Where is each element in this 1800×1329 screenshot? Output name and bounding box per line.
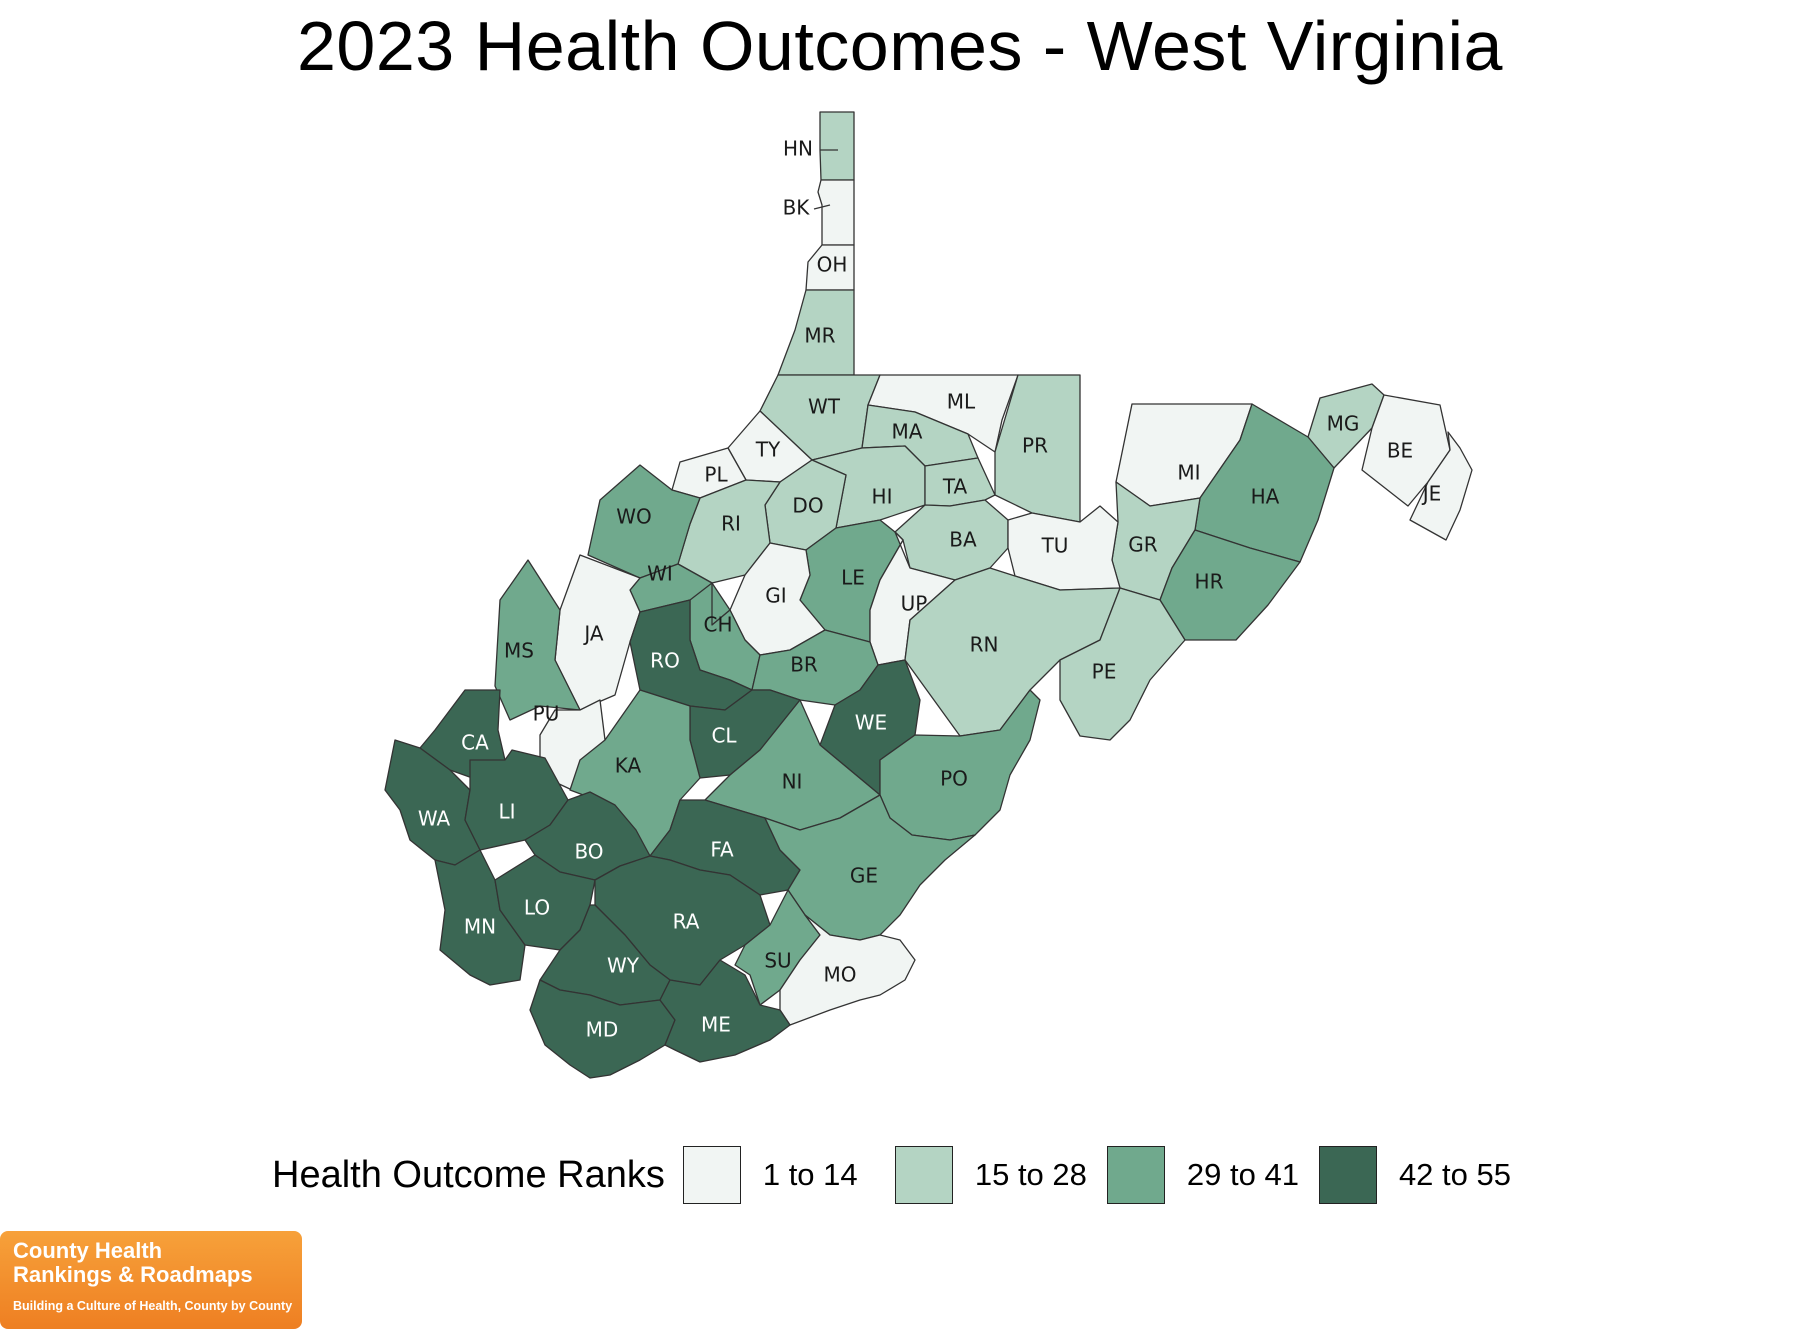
county-label-ME: ME (701, 1013, 731, 1037)
county-label-BR: BR (790, 653, 818, 677)
county-map: HN BK OH MR WT ML PR MA TY PL HI TA DO R… (384, 111, 1473, 1079)
county-label-RN: RN (970, 633, 999, 657)
county-MO[interactable] (779, 914, 916, 1026)
county-label-PL: PL (704, 463, 728, 487)
county-label-TU: TU (1041, 534, 1069, 558)
county-label-MA: MA (892, 420, 923, 444)
county-label-WO: WO (616, 505, 652, 529)
county-label-PR: PR (1022, 434, 1048, 458)
legend-label: 29 to 41 (1186, 1157, 1299, 1192)
county-label-LE: LE (841, 566, 865, 590)
legend-item-29-to-41: 29 to 41 (1106, 1146, 1299, 1204)
county-label-UP: UP (901, 592, 928, 616)
logo-text-line2: Rankings & Roadmaps (13, 1262, 253, 1287)
county-label-NI: NI (782, 770, 803, 794)
county-HR[interactable] (1159, 529, 1301, 641)
legend-label: 42 to 55 (1398, 1157, 1511, 1192)
county-label-WA: WA (418, 807, 451, 831)
county-label-WY: WY (607, 954, 640, 978)
county-BK[interactable] (817, 179, 855, 246)
county-MD[interactable] (529, 979, 676, 1079)
legend-item-42-to-55: 42 to 55 (1318, 1146, 1511, 1204)
county-ME[interactable] (659, 959, 791, 1063)
map-legend: Health Outcome Ranks 1 to 14 15 to 28 29… (272, 1143, 1531, 1207)
county-label-RI: RI (721, 512, 741, 536)
legend-title: Health Outcome Ranks (272, 1153, 665, 1196)
county-label-BO: BO (574, 840, 603, 864)
map-title: 2023 Health Outcomes - West Virginia (297, 7, 1503, 85)
county-label-RA: RA (673, 910, 700, 934)
county-label-FA: FA (710, 838, 734, 862)
county-HN[interactable] (819, 111, 855, 181)
county-label-LO: LO (524, 896, 550, 920)
county-label-WI: WI (647, 562, 673, 586)
county-label-SU: SU (764, 949, 791, 973)
county-BE[interactable] (1361, 394, 1451, 507)
county-label-PU: PU (533, 702, 560, 726)
county-label-TY: TY (755, 438, 781, 462)
legend-swatch (1106, 1146, 1165, 1204)
county-CL[interactable] (689, 689, 801, 779)
legend-item-15-to-28: 15 to 28 (894, 1146, 1087, 1204)
county-label-MS: MS (504, 639, 534, 663)
county-label-GR: GR (1128, 533, 1157, 557)
county-label-MN: MN (464, 915, 496, 939)
legend-label: 1 to 14 (762, 1157, 858, 1192)
county-label-MO: MO (824, 963, 857, 987)
legend-swatch (682, 1146, 741, 1204)
legend-swatch (1318, 1146, 1377, 1204)
county-label-HN: HN (783, 137, 813, 161)
county-label-MI: MI (1177, 461, 1200, 485)
county-label-PO: PO (940, 767, 968, 791)
county-label-OH: OH (817, 253, 848, 277)
county-label-DO: DO (792, 494, 823, 518)
legend-item-1-to-14: 1 to 14 (682, 1146, 875, 1204)
county-label-JE: JE (1421, 482, 1442, 506)
county-label-MD: MD (586, 1018, 619, 1042)
county-TU[interactable] (1007, 505, 1121, 591)
county-PE[interactable] (1059, 587, 1186, 741)
county-label-PE: PE (1092, 660, 1117, 684)
county-label-WT: WT (808, 395, 841, 419)
county-label-TA: TA (942, 475, 968, 499)
county-label-CL: CL (711, 724, 737, 748)
county-label-RO: RO (650, 649, 680, 673)
county-JE[interactable] (1409, 431, 1473, 541)
county-label-GE: GE (850, 864, 878, 888)
county-label-ML: ML (947, 390, 976, 414)
logo-text-line1: County Health (13, 1238, 163, 1263)
county-label-HA: HA (1251, 485, 1280, 509)
county-label-MR: MR (804, 324, 835, 348)
county-label-CH: CH (703, 613, 732, 637)
county-label-BE: BE (1387, 439, 1413, 463)
legend-label: 15 to 28 (974, 1157, 1087, 1192)
county-label-CA: CA (461, 731, 489, 755)
county-label-MG: MG (1327, 412, 1360, 436)
county-label-HI: HI (872, 485, 893, 509)
county-label-BK: BK (783, 196, 811, 220)
logo-tagline: Building a Culture of Health, County by … (13, 1299, 293, 1313)
county-label-WE: WE (855, 711, 887, 735)
county-label-KA: KA (615, 754, 642, 778)
county-MN[interactable] (434, 849, 526, 986)
chr-logo[interactable]: County Health Rankings & Roadmaps Buildi… (0, 1231, 302, 1329)
county-label-BA: BA (949, 528, 977, 552)
county-MS[interactable] (494, 559, 581, 721)
county-label-GI: GI (765, 584, 786, 608)
county-label-LI: LI (498, 800, 515, 824)
legend-swatch (894, 1146, 953, 1204)
county-label-JA: JA (582, 622, 604, 646)
county-label-HR: HR (1195, 570, 1224, 594)
